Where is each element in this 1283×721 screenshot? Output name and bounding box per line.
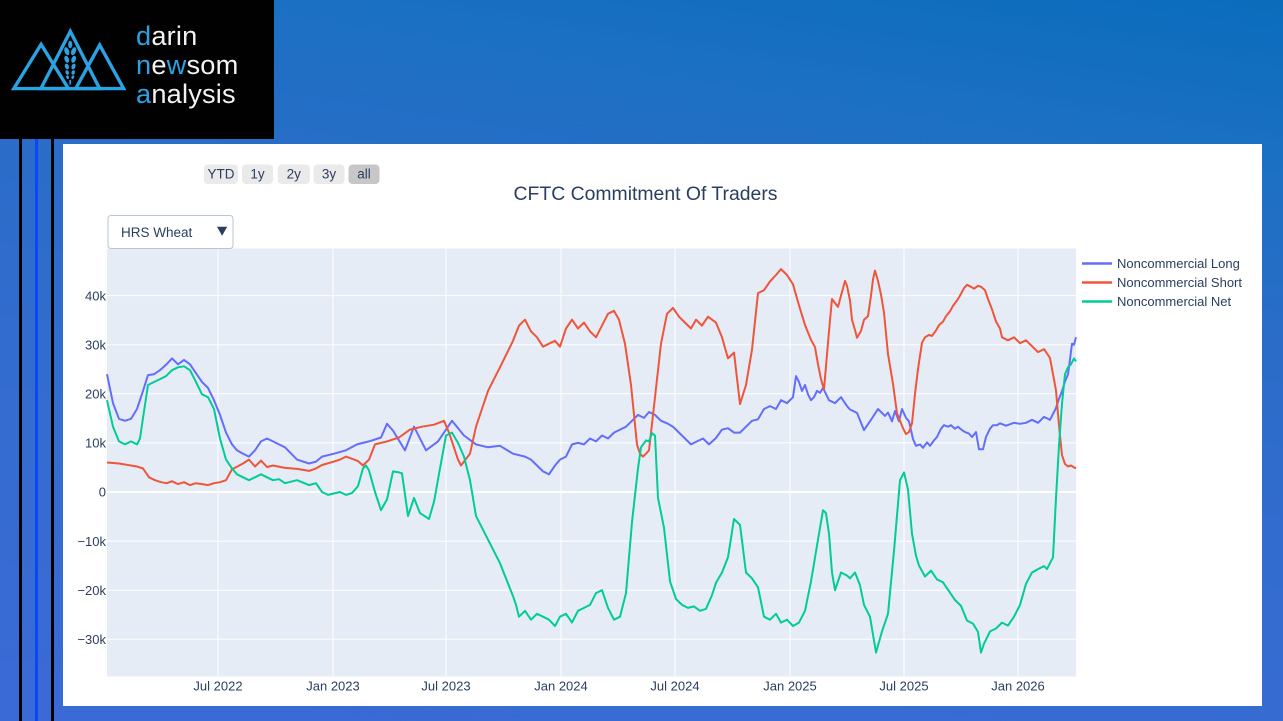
- svg-text:−20k: −20k: [77, 582, 106, 597]
- svg-text:HRS Wheat: HRS Wheat: [121, 225, 193, 240]
- svg-text:Jan 2024: Jan 2024: [534, 678, 588, 693]
- svg-text:Noncommercial Net: Noncommercial Net: [1117, 294, 1232, 309]
- svg-text:Noncommercial Short: Noncommercial Short: [1117, 275, 1242, 290]
- svg-text:3y: 3y: [322, 166, 337, 181]
- svg-text:40k: 40k: [85, 288, 106, 303]
- svg-text:darin newsom analysis: darin newsom analysis: [136, 20, 246, 109]
- svg-text:2y: 2y: [287, 166, 302, 181]
- svg-text:YTD: YTD: [208, 166, 235, 181]
- svg-text:Jul 2022: Jul 2022: [193, 678, 242, 693]
- svg-text:CFTC Commitment Of Traders: CFTC Commitment Of Traders: [514, 183, 778, 205]
- svg-text:Noncommercial Long: Noncommercial Long: [1117, 256, 1240, 271]
- svg-text:Jan 2025: Jan 2025: [763, 678, 817, 693]
- svg-text:Jul 2024: Jul 2024: [650, 678, 699, 693]
- svg-text:10k: 10k: [85, 435, 106, 450]
- svg-text:Jul 2023: Jul 2023: [421, 678, 470, 693]
- svg-text:30k: 30k: [85, 337, 106, 352]
- svg-text:20k: 20k: [85, 386, 106, 401]
- svg-text:−30k: −30k: [77, 632, 106, 647]
- svg-text:Jul 2025: Jul 2025: [879, 678, 928, 693]
- svg-text:−10k: −10k: [77, 533, 106, 548]
- svg-text:1y: 1y: [250, 166, 265, 181]
- svg-text:all: all: [357, 166, 371, 181]
- svg-text:Jan 2023: Jan 2023: [306, 678, 360, 693]
- svg-text:Jan 2026: Jan 2026: [991, 678, 1045, 693]
- svg-text:0: 0: [99, 484, 106, 499]
